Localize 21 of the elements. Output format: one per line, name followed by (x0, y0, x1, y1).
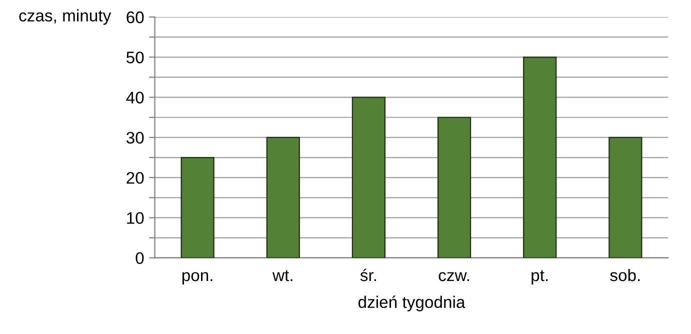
y-tick-label: 40 (126, 92, 144, 104)
y-tick-label: 30 (126, 132, 144, 144)
y-tick-label: 10 (127, 212, 144, 224)
y-tick-label: 20 (126, 172, 144, 184)
y-tick-label: 0 (136, 252, 144, 264)
bar (437, 116, 472, 258)
bar (523, 56, 557, 258)
y-axis-title: czas, minuty (19, 9, 112, 25)
y-tick-label: 50 (126, 52, 144, 64)
bar (608, 136, 642, 258)
bar (352, 96, 386, 258)
y-tick-label: 60 (126, 11, 144, 24)
bar (266, 136, 300, 258)
bar (180, 156, 214, 258)
x-tick-label: pt. (532, 270, 548, 284)
x-axis-title: dzień tygodnia (358, 296, 466, 312)
x-tick-label: pon. (182, 272, 212, 284)
x-tick-label: czw. (438, 272, 469, 282)
x-tick-label: wt. (272, 270, 292, 282)
x-tick-label: śr. (360, 268, 376, 282)
x-tick-label: sob. (610, 268, 640, 282)
